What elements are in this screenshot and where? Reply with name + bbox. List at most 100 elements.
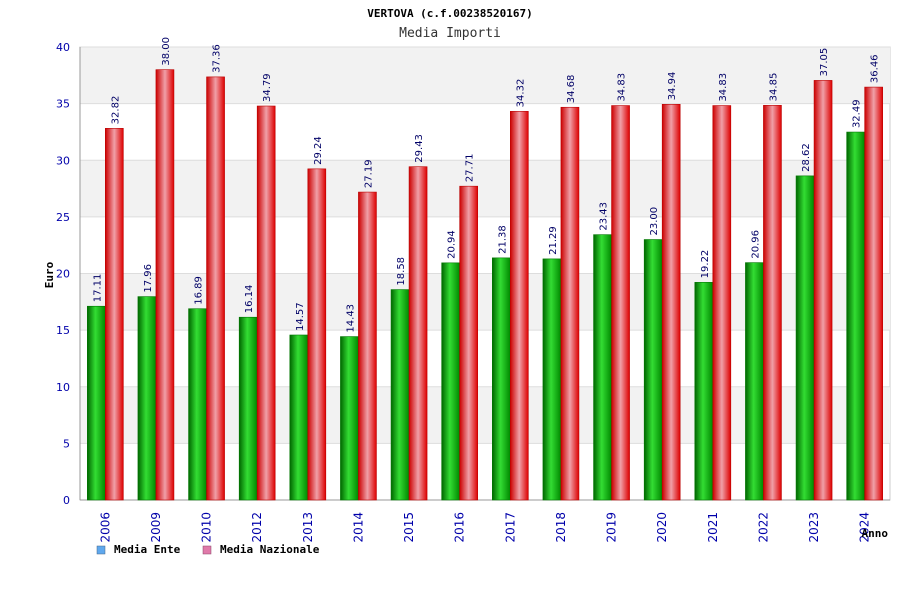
legend: Media Ente Media Nazionale xyxy=(96,543,320,556)
y-tick-label: 25 xyxy=(56,211,70,224)
bar-media-nazionale xyxy=(408,166,428,501)
data-label: 16.14 xyxy=(244,285,255,314)
y-tick-label: 35 xyxy=(56,98,70,111)
bar-media-ente xyxy=(340,336,359,501)
x-axis-label: Anno xyxy=(862,527,889,540)
data-label: 17.96 xyxy=(143,264,154,293)
bar-media-ente xyxy=(846,131,865,501)
y-axis-ticks: 0 5 10 15 20 25 30 35 40 xyxy=(56,41,70,507)
x-tick-label: 2010 xyxy=(200,512,214,543)
bars xyxy=(87,69,883,501)
bar-media-ente xyxy=(188,308,207,501)
data-label: 28.62 xyxy=(801,143,812,172)
data-label: 19.22 xyxy=(700,250,711,279)
data-label: 27.71 xyxy=(465,154,476,183)
bar-media-nazionale xyxy=(510,111,529,501)
data-label: 37.05 xyxy=(819,48,830,77)
x-tick-label: 2013 xyxy=(301,512,315,543)
x-tick-label: 2017 xyxy=(503,512,517,543)
x-tick-label: 2022 xyxy=(756,512,770,543)
bar-media-nazionale xyxy=(611,105,630,501)
bar-media-ente xyxy=(137,296,157,501)
data-label: 34.79 xyxy=(262,73,273,102)
y-tick-label: 30 xyxy=(56,154,70,167)
data-label: 38.00 xyxy=(161,37,172,66)
y-axis-label: Euro xyxy=(43,261,56,288)
bar-media-ente xyxy=(795,175,815,501)
data-label: 14.43 xyxy=(345,304,356,333)
data-label: 23.43 xyxy=(599,202,610,231)
data-label: 36.46 xyxy=(870,54,881,83)
x-tick-label: 2021 xyxy=(706,512,720,543)
data-label: 34.83 xyxy=(617,73,628,102)
data-label: 32.82 xyxy=(110,96,121,125)
bar-media-nazionale xyxy=(763,105,782,501)
bar-media-nazionale xyxy=(560,106,580,501)
legend-swatch-media-ente xyxy=(96,545,106,555)
data-label: 21.38 xyxy=(497,225,508,254)
bar-media-nazionale xyxy=(256,105,276,501)
data-label: 20.94 xyxy=(447,230,458,259)
bar-media-ente xyxy=(643,239,663,501)
bar-media-ente xyxy=(390,289,410,501)
x-tick-label: 2024 xyxy=(858,512,872,543)
chart-subtitle: Media Importi xyxy=(399,26,501,41)
x-tick-label: 2018 xyxy=(554,512,568,543)
bar-media-ente xyxy=(289,334,309,501)
bar-media-ente xyxy=(542,258,562,501)
bar-media-ente xyxy=(87,305,106,501)
data-label: 34.68 xyxy=(566,75,577,104)
y-tick-label: 15 xyxy=(56,324,70,337)
y-tick-label: 0 xyxy=(63,494,70,507)
bar-media-nazionale xyxy=(864,86,883,501)
data-label: 34.83 xyxy=(718,73,729,102)
bar-media-ente xyxy=(492,257,511,501)
bar-media-nazionale xyxy=(661,104,681,501)
bar-media-ente xyxy=(745,262,764,501)
data-label: 23.00 xyxy=(649,207,660,236)
data-label: 34.32 xyxy=(515,79,526,108)
x-tick-label: 2023 xyxy=(807,512,821,543)
bar-media-nazionale xyxy=(155,69,175,501)
bar-media-nazionale xyxy=(358,191,377,501)
data-label: 17.11 xyxy=(92,274,103,303)
x-tick-label: 2015 xyxy=(402,512,416,543)
data-labels: 17.11 32.82 17.96 38.00 16.89 37.36 16.14 34.79… xyxy=(92,37,880,333)
data-label: 21.29 xyxy=(548,226,559,255)
data-label: 29.43 xyxy=(414,134,425,163)
y-tick-label: 10 xyxy=(56,381,70,394)
data-label: 27.19 xyxy=(363,159,374,188)
bar-media-ente xyxy=(593,234,612,501)
legend-swatch-media-nazionale xyxy=(202,545,212,555)
bar-media-ente xyxy=(441,262,460,501)
bar-media-nazionale xyxy=(459,185,478,501)
x-tick-label: 2019 xyxy=(605,512,619,543)
y-tick-label: 20 xyxy=(56,268,70,281)
bar-media-nazionale xyxy=(813,80,833,501)
y-tick-label: 40 xyxy=(56,41,70,54)
data-label: 29.24 xyxy=(313,136,324,165)
x-tick-label: 2016 xyxy=(453,512,467,543)
bar-media-nazionale xyxy=(307,168,327,501)
x-axis-ticks: 2006 2009 2010 2012 2013 2014 2015 2016 2017 2018… xyxy=(98,512,871,543)
x-tick-label: 2009 xyxy=(149,512,163,543)
legend-label-media-nazionale: Media Nazionale xyxy=(220,543,320,556)
data-label: 20.96 xyxy=(750,230,761,259)
chart-title: VERTOVA (c.f.00238520167) xyxy=(367,7,533,20)
x-tick-label: 2014 xyxy=(351,512,365,543)
bar-media-nazionale xyxy=(105,128,124,501)
bar-media-nazionale xyxy=(206,76,225,501)
bar-media-ente xyxy=(238,316,258,501)
bar-media-ente xyxy=(694,282,714,501)
legend-label-media-ente: Media Ente xyxy=(114,543,181,556)
x-tick-label: 2020 xyxy=(655,512,669,543)
bar-media-nazionale xyxy=(712,105,732,501)
data-label: 34.85 xyxy=(768,73,779,102)
data-label: 34.94 xyxy=(667,72,678,101)
y-tick-label: 5 xyxy=(63,437,70,450)
x-tick-label: 2012 xyxy=(250,512,264,543)
x-tick-label: 2006 xyxy=(98,512,112,543)
data-label: 14.57 xyxy=(295,302,306,331)
data-label: 32.49 xyxy=(852,99,863,128)
